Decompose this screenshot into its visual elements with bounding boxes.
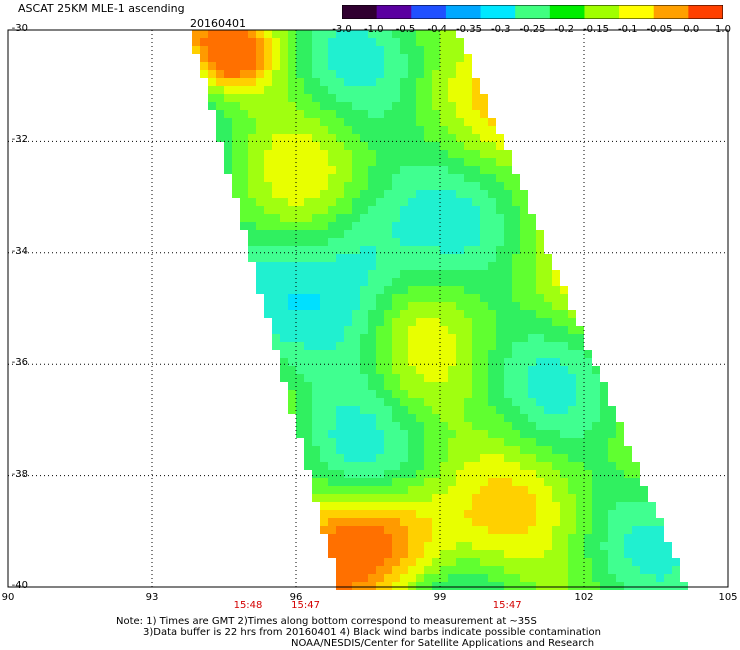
colorbar-tick-label: -0.2 [554, 24, 575, 35]
latitude-label: -38 [11, 468, 28, 480]
pass-time-label: 15:47 [492, 600, 522, 611]
colorbar-segment [411, 5, 447, 19]
longitude-label: 96 [289, 592, 303, 603]
latitude-label: -40 [11, 580, 28, 591]
colorbar-segment [688, 5, 723, 19]
colorbar-tick-label: -0.25 [519, 24, 546, 35]
map-frame [7, 29, 729, 588]
credit-line: NOAA/NESDIS/Center for Satellite Applica… [291, 638, 595, 649]
pass-time-label: 15:47 [291, 600, 321, 611]
latitude-label: -30 [11, 23, 28, 34]
longitude-label: 93 [145, 592, 159, 603]
latitude-label: -36 [11, 357, 28, 369]
longitude-label: 105 [718, 592, 738, 603]
product-date: 20160401 [190, 17, 246, 30]
colorbar-tick-label: -0.05 [646, 24, 673, 35]
colorbar-tick-label: 1.0 [715, 24, 731, 35]
colorbar-segment [619, 5, 655, 19]
colorbar-tick-label: -0.1 [617, 24, 638, 35]
latitude-label: -32 [11, 134, 28, 146]
colorbar-tick-label: -0.3 [490, 24, 511, 35]
colorbar-tick-label: -0.35 [456, 24, 482, 35]
product-title: ASCAT 25KM MLE-1 ascending [18, 2, 185, 15]
colorbar-segment [515, 5, 551, 19]
colorbar-tick-label: -3.0 [332, 24, 352, 35]
longitude-label: 99 [433, 592, 447, 603]
colorbar-segment [376, 5, 412, 19]
longitude-label: 90 [1, 592, 15, 603]
colorbar-segment [342, 5, 378, 19]
pass-time-label: 15:48 [233, 600, 263, 611]
colorbar-segment [584, 5, 620, 19]
colorbar-segment [653, 5, 689, 19]
latitude-label: -34 [11, 245, 28, 257]
colorbar-tick-label: -0.4 [427, 24, 448, 35]
footnote-line-1: Note: 1) Times are GMT 2)Times along bot… [116, 616, 537, 627]
colorbar-tick-label: -0.15 [583, 24, 609, 35]
longitude-label: 102 [574, 592, 594, 603]
color-scale-bar [342, 5, 723, 19]
footnote-line-2: 3)Data buffer is 22 hrs from 20160401 4)… [143, 627, 601, 638]
colorbar-tick-label: -0.5 [395, 24, 416, 35]
data-swath [192, 30, 688, 590]
colorbar-tick-label: -1.0 [363, 24, 384, 35]
colorbar-segment [549, 5, 585, 19]
colorbar-tick-label: 0.0 [683, 24, 700, 35]
colorbar-segment [480, 5, 516, 19]
colorbar-segment [445, 5, 482, 19]
map-gridlines [8, 30, 728, 587]
